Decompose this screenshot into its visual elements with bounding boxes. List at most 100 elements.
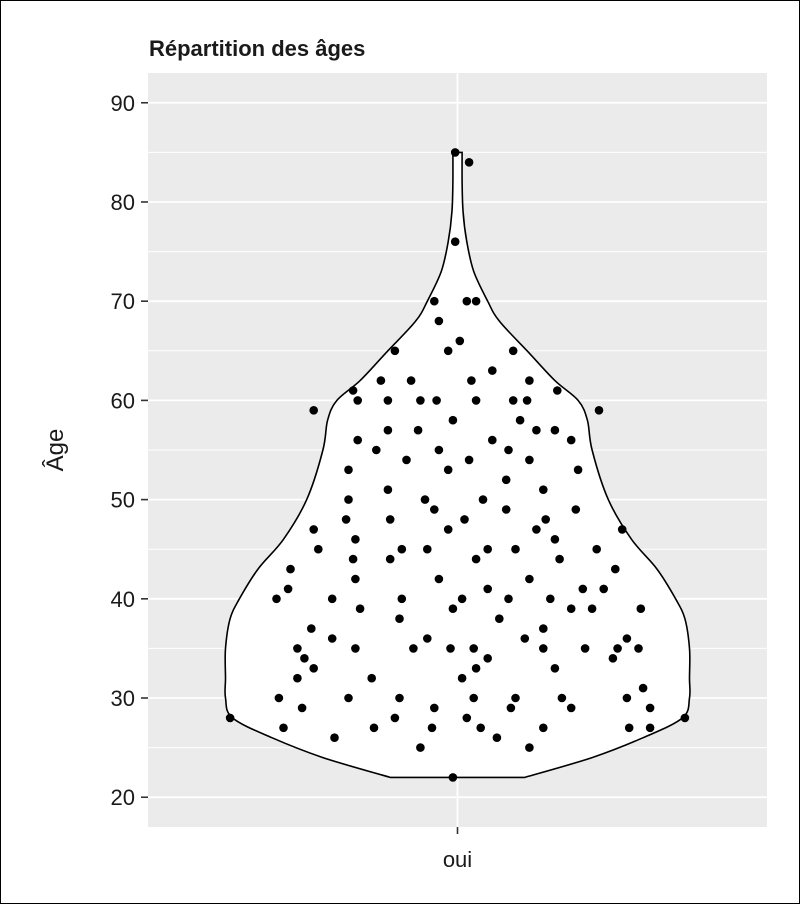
data-point (550, 535, 560, 544)
y-axis-title: Âge (42, 429, 69, 472)
data-point (462, 296, 472, 306)
data-point (506, 703, 516, 713)
data-point (508, 346, 518, 356)
y-tick-label: 40 (111, 587, 135, 612)
data-point (434, 316, 444, 326)
y-tick-label: 90 (111, 91, 135, 116)
data-point (430, 703, 439, 713)
data-point (501, 505, 511, 514)
data-point (327, 594, 337, 604)
data-point (286, 564, 295, 574)
data-point (539, 624, 548, 633)
data-point (430, 296, 439, 306)
data-point (423, 544, 432, 554)
data-point (457, 673, 467, 683)
data-point (353, 396, 363, 405)
data-point (355, 604, 365, 613)
data-point (617, 525, 627, 534)
data-point (546, 594, 555, 604)
data-point (525, 455, 534, 465)
data-point (390, 346, 400, 356)
data-point (300, 654, 309, 663)
data-point (464, 158, 474, 167)
data-point (471, 664, 481, 673)
data-point (622, 634, 632, 643)
data-point (645, 723, 655, 733)
data-point (309, 406, 319, 415)
data-point (566, 604, 576, 613)
data-point (608, 654, 618, 663)
data-point (450, 237, 460, 246)
data-point (476, 723, 486, 733)
data-point (369, 723, 379, 733)
data-point (592, 544, 601, 554)
data-point (504, 445, 513, 455)
data-point (390, 713, 400, 723)
data-point (464, 455, 474, 465)
data-point (636, 604, 646, 613)
data-point (483, 544, 493, 554)
data-point (385, 554, 395, 564)
data-point (571, 505, 581, 514)
chart-title: Répartition des âges (149, 36, 365, 61)
data-point (327, 634, 337, 643)
data-points (225, 148, 690, 782)
data-point (309, 525, 319, 534)
data-point (307, 624, 316, 633)
data-point (488, 366, 497, 375)
data-point (434, 445, 444, 455)
data-point (450, 148, 460, 157)
data-point (395, 614, 404, 623)
data-point (383, 396, 393, 405)
data-point (443, 525, 453, 534)
data-point (557, 693, 567, 703)
data-point (624, 723, 634, 733)
data-point (457, 594, 467, 604)
data-point (613, 644, 622, 653)
data-point (344, 465, 353, 475)
data-point (539, 723, 548, 733)
data-point (511, 544, 520, 554)
data-point (566, 435, 576, 445)
data-point (532, 525, 541, 534)
data-point (515, 415, 525, 425)
data-point (283, 584, 293, 594)
data-point (462, 713, 472, 723)
data-point (594, 406, 604, 415)
data-point (455, 336, 465, 346)
data-point (448, 604, 458, 613)
data-point (460, 515, 469, 524)
data-point (525, 376, 534, 385)
data-point (550, 664, 560, 673)
data-point (555, 554, 564, 564)
data-point (634, 644, 643, 653)
data-point (471, 296, 481, 306)
data-point (395, 693, 404, 703)
data-point (469, 693, 479, 703)
data-point (578, 584, 588, 594)
data-point (314, 544, 323, 554)
data-point (413, 425, 423, 435)
data-point (483, 584, 493, 594)
data-point (383, 425, 393, 435)
data-point (566, 703, 576, 713)
data-point (471, 396, 481, 405)
data-point (330, 733, 339, 742)
data-point (587, 604, 597, 613)
y-tick-label: 20 (111, 785, 135, 810)
y-tick-label: 30 (111, 686, 135, 711)
data-point (680, 713, 690, 723)
data-point (520, 634, 530, 643)
data-point (532, 425, 541, 435)
data-point (416, 396, 425, 405)
data-point (309, 664, 319, 673)
data-point (522, 396, 532, 405)
data-point (385, 515, 395, 524)
data-point (622, 693, 632, 703)
data-point (293, 673, 302, 683)
data-point (471, 554, 481, 564)
data-point (406, 376, 416, 385)
data-point (274, 693, 284, 703)
